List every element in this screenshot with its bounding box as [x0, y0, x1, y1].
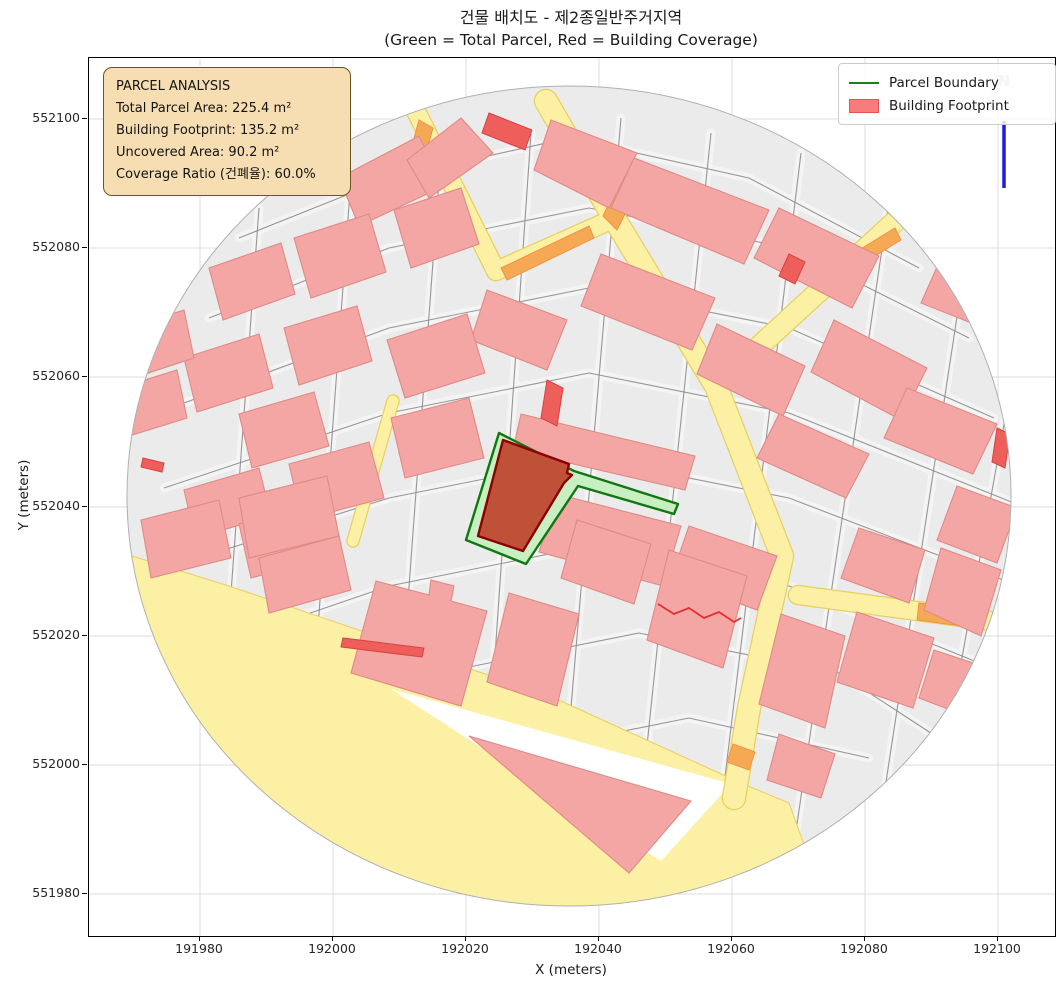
building-polygon	[923, 547, 1002, 637]
building-polygon	[293, 213, 387, 299]
building-polygon	[238, 391, 330, 469]
x-tick-mark	[598, 936, 600, 941]
legend-label-parcel-boundary: Parcel Boundary	[889, 74, 999, 91]
x-tick-mark	[731, 936, 733, 941]
x-tick-mark	[864, 936, 866, 941]
x-tick-label: 191980	[175, 941, 223, 956]
building-polygon	[753, 207, 880, 309]
building-polygon	[580, 253, 716, 351]
building-polygon	[610, 157, 770, 265]
x-tick-label: 192000	[308, 941, 356, 956]
x-tick-mark	[997, 936, 999, 941]
building-polygon	[840, 527, 926, 604]
building-polygon	[258, 535, 352, 614]
building-polygon	[208, 242, 296, 321]
y-axis-label: Y (meters)	[16, 459, 32, 531]
map-layers	[127, 86, 1011, 906]
building-polygon	[468, 735, 692, 874]
y-tick-label: 552040	[32, 498, 80, 513]
building-polygon	[140, 499, 232, 579]
building-polygon	[183, 333, 274, 413]
infobox-line-total-area: Total Parcel Area: 225.4 m²	[116, 101, 292, 116]
building-polygon	[646, 549, 748, 669]
y-tick-label: 552100	[32, 110, 80, 125]
y-tick-mark	[82, 893, 87, 895]
infobox-title: PARCEL ANALYSIS	[116, 79, 231, 94]
x-axis-label: X (meters)	[535, 962, 607, 978]
x-tick-mark	[465, 936, 467, 941]
chart-subtitle: (Green = Total Parcel, Red = Building Co…	[384, 31, 758, 49]
y-tick-mark	[82, 506, 87, 508]
y-tick-label: 551980	[32, 885, 80, 900]
parcel-boundary-line-swatch	[849, 81, 879, 84]
building-polygon	[406, 117, 494, 199]
legend-label-building-footprint: Building Footprint	[889, 97, 1009, 114]
building-accent-red	[481, 112, 533, 151]
legend-item-building-footprint: Building Footprint	[849, 94, 1045, 117]
x-tick-label: 192020	[441, 941, 489, 956]
building-polygon	[936, 485, 1011, 564]
subject-building-footprint	[476, 438, 574, 553]
x-tick-mark	[199, 936, 201, 941]
y-tick-label: 552080	[32, 239, 80, 254]
building-accent-red	[778, 253, 806, 285]
plot-area: N	[88, 57, 1056, 937]
y-tick-mark	[82, 247, 87, 249]
y-tick-mark	[82, 635, 87, 637]
y-tick-label: 552020	[32, 627, 80, 642]
building-polygon	[512, 413, 696, 491]
building-footprint-patch-swatch	[849, 98, 879, 113]
x-tick-mark	[332, 936, 334, 941]
x-tick-label: 192040	[574, 941, 622, 956]
building-polygon	[393, 187, 480, 269]
y-tick-label: 552060	[32, 368, 80, 383]
building-polygon	[350, 579, 488, 707]
building-polygon	[766, 733, 836, 799]
parcel-analysis-infobox: PARCEL ANALYSIS Total Parcel Area: 225.4…	[103, 67, 351, 196]
building-polygon	[486, 592, 580, 707]
x-tick-label: 192100	[973, 941, 1021, 956]
building-accent-red	[540, 379, 564, 427]
building-polygon	[386, 313, 486, 399]
building-accent-red	[340, 637, 425, 658]
building-polygon	[758, 613, 846, 729]
building-polygon	[283, 305, 373, 386]
road-accent-orange	[726, 743, 756, 771]
y-tick-mark	[82, 118, 87, 120]
building-polygon	[883, 387, 998, 475]
y-tick-mark	[82, 764, 87, 766]
map-region-outline	[126, 85, 1012, 907]
chart-title: 건물 배치도 - 제2종일반주거지역	[459, 8, 683, 27]
infobox-line-coverage-ratio: Coverage Ratio (건폐율): 60.0%	[116, 167, 316, 182]
building-polygon	[390, 397, 485, 479]
legend: Parcel Boundary Building Footprint	[838, 63, 1056, 125]
red-zigzag-line	[657, 603, 742, 624]
y-tick-mark	[82, 376, 87, 378]
building-polygon	[470, 289, 568, 371]
x-tick-label: 192060	[707, 941, 755, 956]
infobox-line-uncovered: Uncovered Area: 90.2 m²	[116, 145, 280, 160]
building-polygon	[756, 413, 870, 499]
x-tick-label: 192080	[840, 941, 888, 956]
building-polygon	[533, 119, 638, 209]
y-tick-label: 552000	[32, 756, 80, 771]
road-accent-orange	[500, 225, 595, 281]
building-polygon	[560, 519, 652, 605]
legend-item-parcel-boundary: Parcel Boundary	[849, 71, 1045, 94]
building-accent-red	[140, 457, 165, 473]
infobox-line-footprint: Building Footprint: 135.2 m²	[116, 123, 300, 138]
parcel-map-canvas[interactable]: N	[89, 58, 1055, 936]
building-polygon	[836, 611, 935, 709]
parcel-boundary-line-gray	[878, 237, 970, 829]
